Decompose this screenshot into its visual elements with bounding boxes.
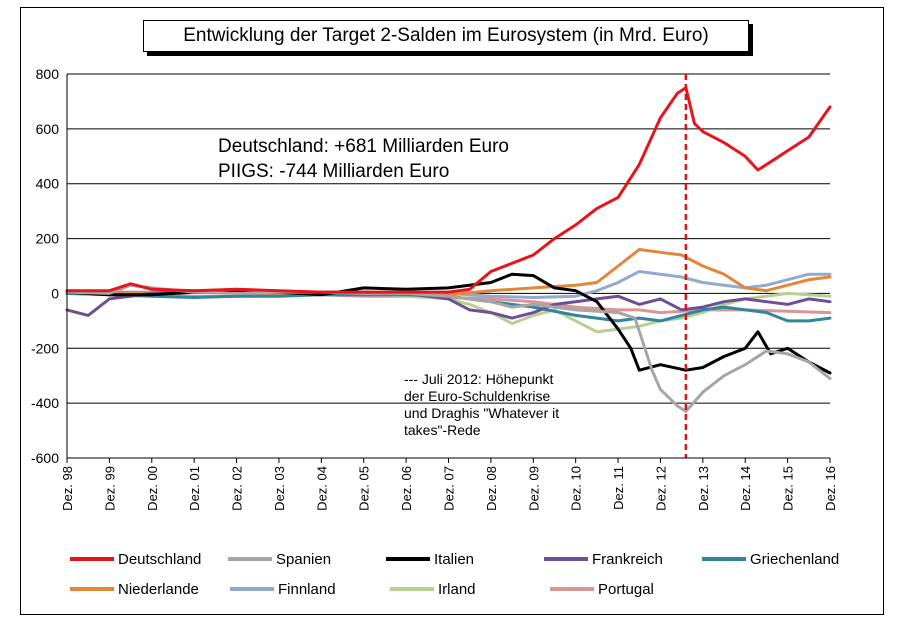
y-tick-label: 200 <box>36 231 60 247</box>
legend-swatch <box>386 557 430 561</box>
legend-item-italien: Italien <box>386 551 544 568</box>
x-tick-label: Dez. 14 <box>738 466 753 511</box>
series-line-spanien <box>65 283 832 413</box>
legend-label: Spanien <box>276 550 332 568</box>
legend-label: Irland <box>438 580 476 598</box>
x-tick-label: Dez. 12 <box>653 466 668 511</box>
x-tick-label: Dez. 07 <box>442 466 457 511</box>
annotation-note-line: und Draghis "Whatever it <box>404 405 559 421</box>
legend-label: Finnland <box>278 580 336 598</box>
legend-item-portugal: Portugal <box>550 581 710 598</box>
x-tick-label: Dez. 04 <box>314 466 329 511</box>
legend-item-griechenland: Griechenland <box>702 551 860 568</box>
legend-swatch <box>390 587 434 591</box>
x-tick-label: Dez. 05 <box>357 466 372 511</box>
legend-item-niederlande: Niederlande <box>70 581 230 598</box>
legend-swatch <box>544 557 588 561</box>
x-tick-label: Dez. 06 <box>399 466 414 511</box>
legend-swatch <box>230 587 274 591</box>
chart-title: Entwicklung der Target 2-Salden im Euros… <box>143 20 749 52</box>
x-tick-label: Dez. 10 <box>569 466 584 511</box>
y-tick-label: -400 <box>31 395 59 411</box>
legend-item-irland: Irland <box>390 581 550 598</box>
y-tick-labels: 800 600 400 200 0 -200 -400 -600 <box>31 66 59 466</box>
x-tick-label: Dez. 15 <box>781 466 796 511</box>
x-tick-label: Dez. 00 <box>145 466 160 511</box>
legend-row: Niederlande Finnland Irland Portugal <box>70 574 860 604</box>
axes <box>66 74 831 463</box>
chart-frame <box>20 7 884 615</box>
legend-swatch <box>228 557 272 561</box>
x-tick-label: Dez. 13 <box>696 466 711 511</box>
annotation-piigs: PIIGS: -744 Milliarden Euro <box>218 161 449 182</box>
legend-swatch <box>70 587 114 591</box>
x-tick-label: Dez. 16 <box>823 466 838 511</box>
y-tick-label: -600 <box>31 450 59 466</box>
x-tick-label: Dez. 11 <box>611 466 626 510</box>
x-tick-labels: Dez. 98 Dez. 99 Dez. 00 Dez. 01 Dez. 02 Dez. … <box>60 466 838 511</box>
x-tick-label: Dez. 03 <box>272 466 287 511</box>
legend-row: Deutschland Spanien Italien Frankreich Griec… <box>70 544 860 574</box>
legend-label: Griechenland <box>750 550 840 568</box>
annotation-note-line: der Euro-Schuldenkrise <box>404 388 551 404</box>
legend-swatch <box>70 557 114 561</box>
legend-item-frankreich: Frankreich <box>544 551 702 568</box>
x-tick-label: Dez. 02 <box>230 466 245 511</box>
legend-label: Niederlande <box>118 580 199 598</box>
legend-item-finnland: Finnland <box>230 581 390 598</box>
x-tick-label: Dez. 01 <box>187 466 202 511</box>
legend: Deutschland Spanien Italien Frankreich Griec… <box>70 544 860 604</box>
annotation-note-line: takes"-Rede <box>404 422 481 438</box>
y-tick-label: 600 <box>36 121 60 137</box>
annotation-deutschland: Deutschland: +681 Milliarden Euro <box>218 136 509 157</box>
y-tick-label: 400 <box>36 176 60 192</box>
legend-swatch <box>550 587 594 591</box>
series-line-deutschland <box>65 86 832 294</box>
y-tick-label: -200 <box>31 340 59 356</box>
legend-item-spanien: Spanien <box>228 551 386 568</box>
x-tick-label: Dez. 09 <box>526 466 541 511</box>
legend-label: Frankreich <box>592 550 663 568</box>
legend-label: Deutschland <box>118 550 202 568</box>
series-line-griechenland <box>65 291 832 323</box>
x-tick-label: Dez. 99 <box>102 466 117 511</box>
legend-label: Portugal <box>598 580 654 598</box>
legend-swatch <box>702 557 746 561</box>
x-tick-label: Dez. 08 <box>484 466 499 511</box>
legend-label: Italien <box>434 550 475 568</box>
y-tick-label: 0 <box>51 285 59 301</box>
x-tick-label: Dez. 98 <box>60 466 75 511</box>
y-tick-label: 800 <box>36 66 60 82</box>
annotation-note-line: --- Juli 2012: Höhepunkt <box>404 371 554 387</box>
legend-item-deutschland: Deutschland <box>70 551 228 568</box>
series-layer <box>65 86 832 413</box>
